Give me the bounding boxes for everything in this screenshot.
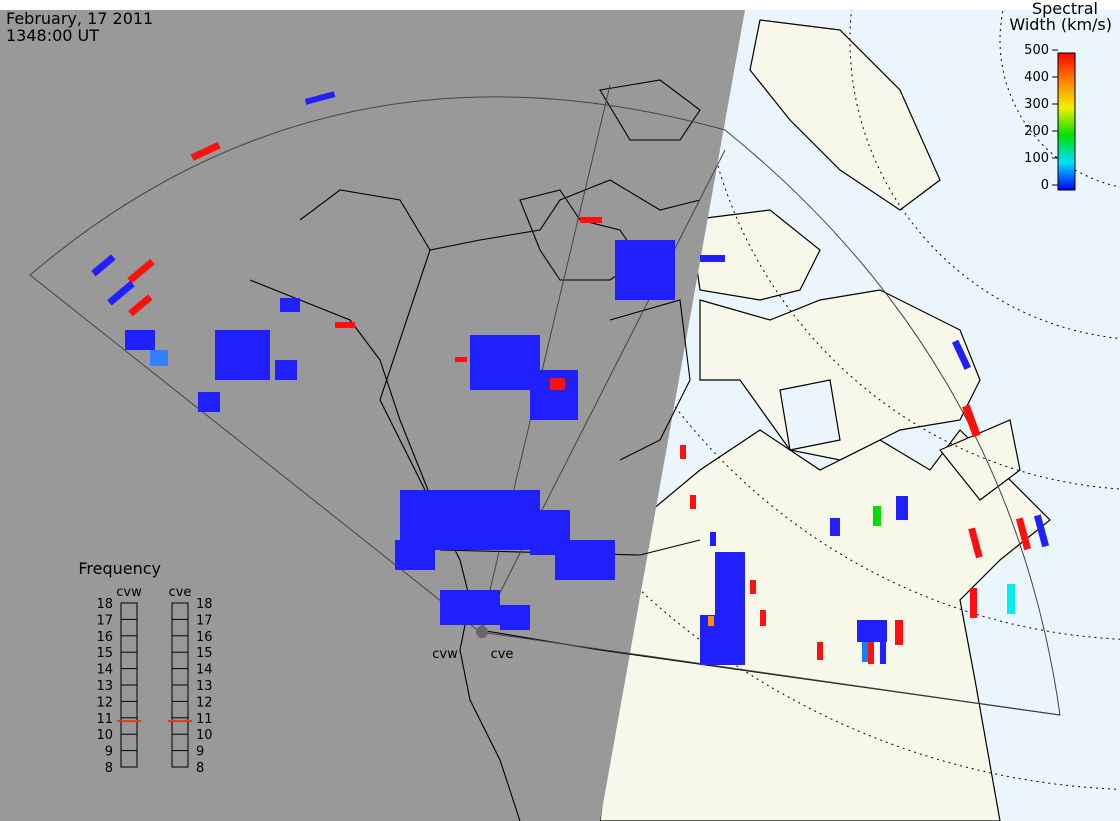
frequency-tick-label: 18 [196, 597, 213, 612]
frequency-tick-label: 17 [96, 613, 113, 628]
frequency-tick-label: 14 [196, 663, 213, 678]
frequency-tick-label: 9 [196, 745, 204, 760]
frequency-tick-label: 17 [196, 613, 213, 628]
date: February, 17 2011 [6, 9, 153, 28]
latitude-circles [600, 10, 1120, 791]
frequency-tick-label: 14 [96, 663, 113, 678]
frequency-tick-label: 15 [196, 646, 213, 661]
site-label: cvw [432, 647, 458, 662]
night-region [0, 10, 745, 821]
frequency-tick-label: 16 [96, 630, 113, 645]
frequency-tick-label: 13 [196, 679, 213, 694]
colorbar [1057, 52, 1076, 191]
top-strip [0, 0, 1120, 10]
colorbar-title: Width (km/s) [1009, 15, 1112, 34]
land [599, 19, 1051, 821]
colorbar-tick-label: 200 [1024, 124, 1049, 139]
frequency-tick-label: 10 [96, 728, 113, 743]
frequency-tick-label: 12 [196, 695, 213, 710]
radar-echoes [91, 91, 1050, 665]
radar-site [476, 626, 488, 638]
frequency-tick-label: 11 [196, 712, 213, 727]
frequency-tick-label: 11 [96, 712, 113, 727]
frequency-tick-label: 16 [196, 630, 213, 645]
frequency-radar-name: cve [169, 585, 192, 600]
frequency-tick-label: 9 [105, 745, 113, 760]
colorbar-tick-label: 0 [1041, 178, 1049, 193]
frequency-tick-label: 12 [96, 695, 113, 710]
colorbar-tick-label: 100 [1024, 151, 1049, 166]
frequency-radar-name: cvw [116, 585, 142, 600]
frequency-title: Frequency [78, 559, 161, 578]
time: 1348:00 UT [6, 26, 99, 45]
frequency-tick-label: 8 [105, 761, 113, 776]
colorbar-tick-label: 300 [1024, 97, 1049, 112]
frequency-tick-label: 8 [196, 761, 204, 776]
frequency-tick-label: 15 [96, 646, 113, 661]
frequency-tick-label: 13 [96, 679, 113, 694]
colorbar-tick-label: 500 [1024, 43, 1049, 58]
colorbar-title: Spectral [1032, 0, 1098, 18]
site-label: cve [491, 647, 514, 662]
frequency-tick-label: 10 [196, 728, 213, 743]
frequency-tick-label: 18 [96, 597, 113, 612]
colorbar-tick-label: 400 [1024, 70, 1049, 85]
